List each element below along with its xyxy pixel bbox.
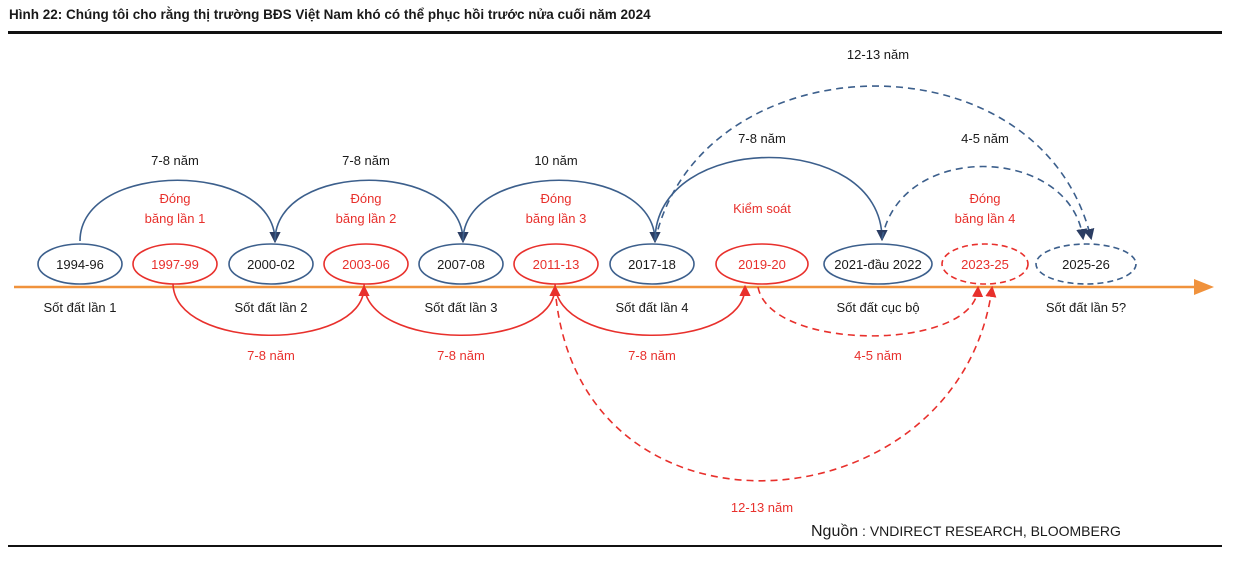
period-ellipse — [323, 243, 409, 285]
period-ellipse — [513, 243, 599, 285]
red-long-arc-dashed — [554, 285, 997, 482]
red-cycle-arc-3 — [554, 282, 751, 337]
period-node: 1997-99 — [132, 243, 218, 285]
period-ellipse — [418, 243, 504, 285]
period-label: 2021-đầu 2022 — [834, 257, 921, 272]
period-label: 1997-99 — [151, 257, 199, 272]
phase-label-below: Sốt đất lần 4 — [616, 300, 689, 315]
phase-label-below: Sốt đất cục bộ — [836, 300, 919, 315]
period-node: 2019-20 — [715, 243, 809, 285]
period-ellipse — [941, 243, 1029, 285]
period-ellipse — [228, 243, 314, 285]
blue-cycle-arc-2 — [274, 179, 469, 244]
period-ellipse — [37, 243, 123, 285]
period-node: 2023-25 — [941, 243, 1029, 285]
source-prefix: Nguồn — [811, 523, 859, 540]
blue-cycle-duration: 7-8 năm — [738, 131, 786, 146]
period-label: 2003-06 — [342, 257, 390, 272]
blue-cycle-duration: 7-8 năm — [151, 153, 199, 168]
phase-label-below: Sốt đất lần 5? — [1046, 300, 1126, 315]
red-long-cycle-duration: 12-13 năm — [731, 500, 793, 515]
red-cycle-duration: 7-8 năm — [437, 348, 485, 363]
phase-label-below: Sốt đất lần 1 — [44, 300, 117, 315]
blue-cycle-arc-5-dashed — [881, 165, 1088, 241]
phase-label-above: băng lần 2 — [336, 211, 397, 226]
period-ellipse — [132, 243, 218, 285]
period-label: 2007-08 — [437, 257, 485, 272]
period-label: 2025-26 — [1062, 257, 1110, 272]
period-label: 2017-18 — [628, 257, 676, 272]
period-node: 2007-08 — [418, 243, 504, 285]
period-node: 2017-18 — [609, 243, 695, 285]
red-cycle-duration: 7-8 năm — [628, 348, 676, 363]
period-ellipse — [609, 243, 695, 285]
red-cycle-duration: 7-8 năm — [247, 348, 295, 363]
red-cycle-duration: 4-5 năm — [854, 348, 902, 363]
phase-label-above: Kiểm soát — [733, 201, 791, 216]
phase-label-above: Đóng — [540, 191, 571, 206]
blue-cycle-arc-3 — [462, 179, 661, 244]
red-cycle-arc-2 — [363, 282, 561, 336]
phase-label-above: Đóng — [350, 191, 381, 206]
source-text: VNDIRECT RESEARCH, BLOOMBERG — [869, 523, 1121, 539]
blue-cycle-duration: 10 năm — [534, 153, 577, 168]
phase-label-below: Sốt đất lần 3 — [425, 300, 498, 315]
period-ellipse — [823, 243, 933, 285]
blue-cycle-duration: 7-8 năm — [342, 153, 390, 168]
period-node: 2011-13 — [513, 243, 599, 285]
red-cycle-arc-1 — [172, 282, 370, 336]
period-node: 1994-96 — [37, 243, 123, 285]
blue-long-cycle-duration: 12-13 năm — [847, 47, 909, 62]
period-label: 2000-02 — [247, 257, 295, 272]
period-ellipse — [1035, 243, 1137, 285]
phase-label-below: Sốt đất lần 2 — [235, 300, 308, 315]
blue-cycle-duration: 4-5 năm — [961, 131, 1009, 146]
phase-label-above: băng lần 4 — [955, 211, 1016, 226]
phase-label-above: Đóng — [159, 191, 190, 206]
blue-long-arc-dashed — [654, 85, 1095, 242]
period-node: 2025-26 — [1035, 243, 1137, 285]
source-separator: : — [858, 523, 870, 539]
blue-cycle-arc-1 — [79, 179, 281, 244]
phase-label-above: băng lần 3 — [526, 211, 587, 226]
period-label: 2019-20 — [738, 257, 786, 272]
blue-cycle-arc-4 — [654, 156, 888, 242]
period-node: 2021-đầu 2022 — [823, 243, 933, 285]
period-ellipse — [715, 243, 809, 285]
bottom-divider — [8, 545, 1222, 547]
period-node: 2000-02 — [228, 243, 314, 285]
title-divider — [8, 31, 1222, 34]
figure-title: Hình 22: Chúng tôi cho rằng thị trường B… — [9, 7, 651, 22]
phase-label-above: Đóng — [969, 191, 1000, 206]
source-citation: Nguồn : VNDIRECT RESEARCH, BLOOMBERG — [811, 523, 1121, 541]
red-cycle-arc-4-dashed — [757, 285, 984, 337]
phase-label-above: băng lần 1 — [145, 211, 206, 226]
period-node: 2003-06 — [323, 243, 409, 285]
period-label: 1994-96 — [56, 257, 104, 272]
period-label: 2011-13 — [533, 257, 580, 272]
period-label: 2023-25 — [961, 257, 1009, 272]
